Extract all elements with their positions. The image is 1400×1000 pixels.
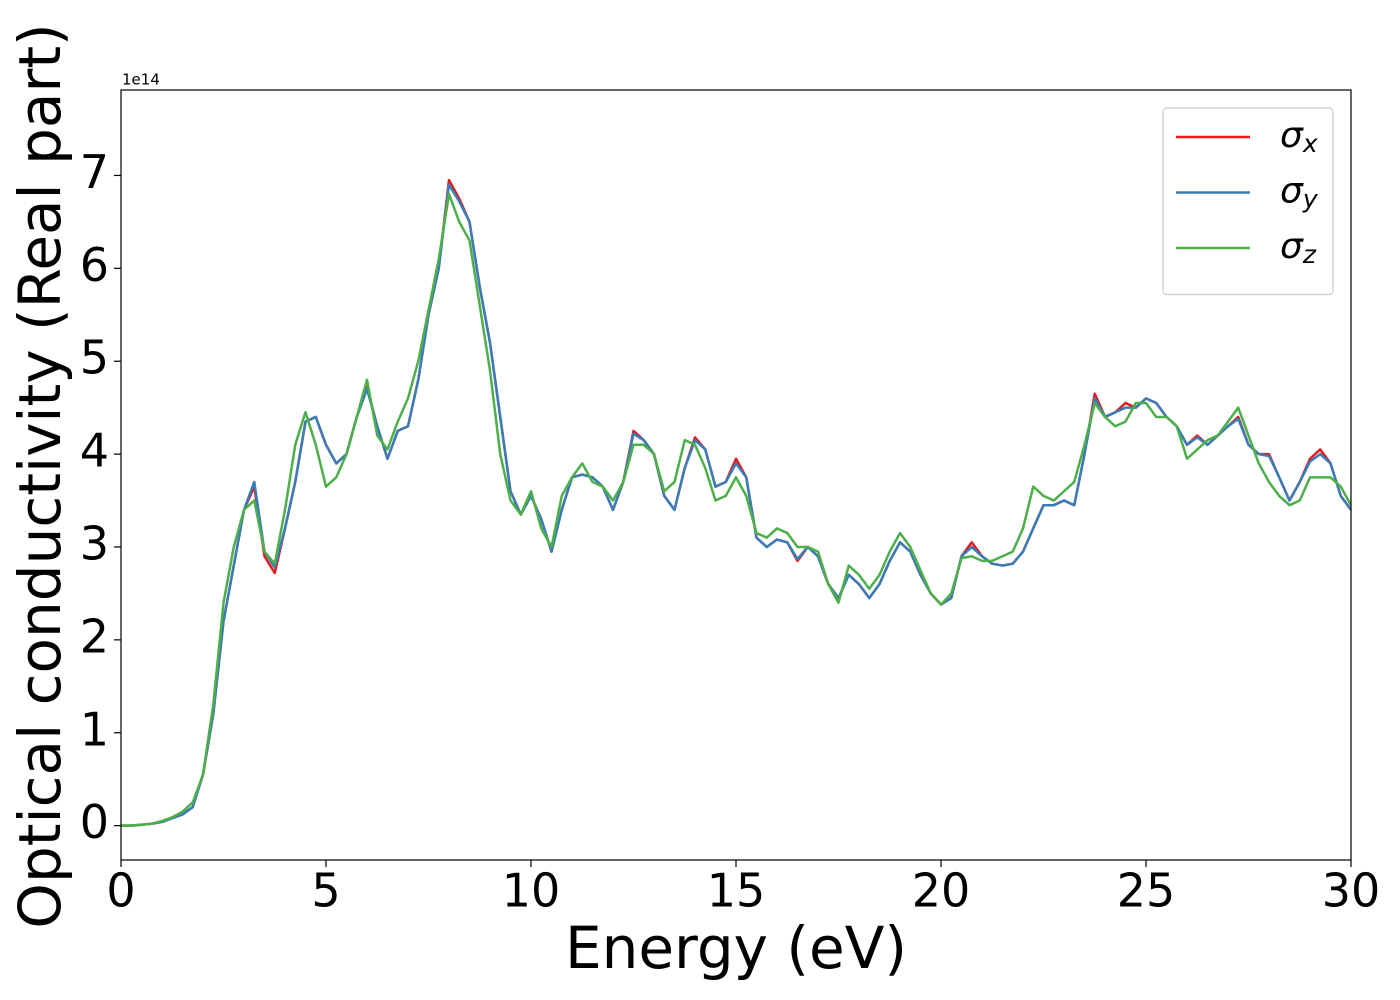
x-tick-label: 20 [912,864,971,918]
y-tick-label: 6 [80,238,109,292]
y-tick-label: 5 [80,331,109,385]
legend-label: σx [1280,115,1318,158]
y-axis-label: Optical conductivity (Real part) [6,23,74,928]
series-line [121,183,1351,827]
x-tick-label: 10 [502,864,561,918]
y-tick-label: 1 [80,702,109,756]
legend-label: σz [1280,226,1317,269]
series-line [121,192,1351,827]
x-tick-label: 15 [707,864,766,918]
y-tick-label: 3 [80,516,109,570]
legend-label: σy [1280,171,1319,214]
x-tick-label: 5 [311,864,340,918]
y-tick-label: 2 [80,609,109,663]
y-tick-label: 4 [80,424,109,478]
x-axis-label: Energy (eV) [565,914,907,982]
plot-frame [120,89,1352,861]
x-tick-label: 30 [1322,864,1381,918]
offset-label: 1e14 [122,71,160,89]
y-tick-label: 7 [80,145,109,199]
y-tick-label: 0 [80,795,109,849]
x-tick-label: 0 [106,864,135,918]
x-tick-label: 25 [1117,864,1176,918]
